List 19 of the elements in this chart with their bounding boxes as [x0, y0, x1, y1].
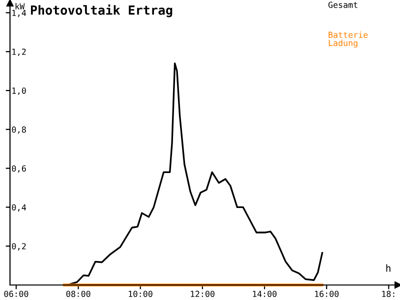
x-tick-label: 10:00 [128, 290, 152, 298]
y-tick-label: 1,2 [12, 48, 26, 56]
y-tick-label: 0,2 [12, 243, 26, 250]
y-axis-title: kW [16, 3, 25, 10]
x-tick-label: 08:00 [66, 290, 90, 298]
x-tick-label: 06:00 [4, 290, 28, 298]
y-tick-label: 1,0 [12, 88, 26, 95]
x-tick-label: 16:00 [315, 290, 339, 298]
x-tick-label: 14:00 [252, 290, 277, 298]
text: Gesamt [328, 2, 358, 8]
x-axis-title: h [386, 264, 390, 272]
y-tick-label: 0,4 [12, 204, 26, 212]
y-tick-label: 0,6 [12, 165, 26, 173]
y-tick-label: 0,8 [12, 126, 26, 134]
text: Batterie Ladung [328, 32, 368, 48]
chart-title: Photovoltaik Ertrag [30, 4, 172, 18]
x-tick-label: 18: [382, 290, 394, 298]
y-tick-label: 1,4 [12, 10, 26, 18]
x-tick-label: 12:00 [190, 290, 214, 298]
